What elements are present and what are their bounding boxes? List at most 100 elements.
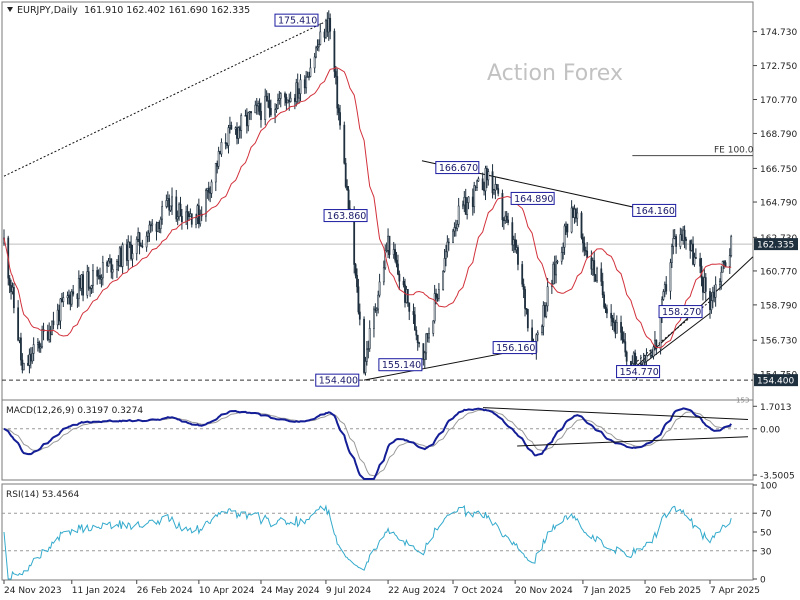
price-label-text: 154.400 bbox=[319, 376, 358, 387]
candle-body bbox=[10, 285, 12, 292]
candle-body bbox=[649, 354, 652, 357]
candle-body bbox=[375, 308, 378, 311]
candle-body bbox=[415, 329, 418, 336]
price-label-box bbox=[378, 358, 423, 372]
candle-body bbox=[197, 205, 200, 225]
candle-body bbox=[69, 294, 72, 305]
candle-body bbox=[185, 211, 188, 222]
candle-body bbox=[673, 236, 676, 239]
candle-body bbox=[387, 235, 389, 251]
candle-body bbox=[121, 244, 124, 267]
candle-body bbox=[466, 202, 469, 215]
candle-body bbox=[543, 305, 546, 317]
candle-body bbox=[265, 95, 268, 102]
candle-body bbox=[247, 112, 250, 127]
candle-body bbox=[189, 213, 192, 218]
candle-body bbox=[289, 97, 292, 102]
x-tick-label: 9 Jul 2024 bbox=[326, 586, 371, 596]
candle-body bbox=[181, 215, 183, 222]
candle-body bbox=[546, 286, 549, 307]
price-label-text: 156.160 bbox=[496, 343, 535, 354]
candle-body bbox=[580, 212, 583, 238]
candle-body bbox=[46, 331, 49, 340]
candle-body bbox=[563, 225, 566, 248]
candle-body bbox=[357, 286, 360, 313]
candle-body bbox=[723, 261, 726, 263]
candle-body bbox=[72, 291, 75, 295]
candle-body bbox=[255, 104, 258, 107]
candle-body bbox=[36, 342, 39, 345]
candle-body bbox=[436, 296, 439, 299]
candle-body bbox=[710, 300, 713, 311]
watermark: Action Forex bbox=[487, 61, 623, 86]
candle-body bbox=[148, 224, 151, 234]
candle-body bbox=[553, 263, 556, 276]
candle-body bbox=[286, 99, 289, 104]
candle-body bbox=[325, 20, 327, 38]
candle-body bbox=[652, 346, 655, 357]
candle-body bbox=[505, 215, 508, 221]
candle-body bbox=[32, 344, 35, 354]
candle-body bbox=[230, 124, 233, 130]
candle-body bbox=[382, 267, 385, 283]
candle-body bbox=[258, 103, 261, 112]
candle-body bbox=[347, 189, 350, 210]
candle-body bbox=[155, 223, 158, 232]
candle-body bbox=[471, 196, 474, 207]
candle-body bbox=[622, 339, 625, 343]
x-tick-label: 10 Apr 2024 bbox=[199, 586, 255, 596]
candle-body bbox=[611, 317, 614, 323]
price-label-text: 166.670 bbox=[439, 163, 478, 174]
candle-body bbox=[68, 294, 70, 297]
candle-body bbox=[86, 271, 89, 296]
candle-body bbox=[542, 305, 545, 327]
price-label-text: 154.770 bbox=[620, 367, 659, 378]
candle-body bbox=[620, 322, 622, 333]
candle-body bbox=[363, 318, 365, 373]
candle-body bbox=[408, 302, 411, 312]
price-label-box bbox=[315, 373, 360, 387]
price-tick-label: 170.770 bbox=[760, 96, 797, 106]
candle-body bbox=[418, 342, 421, 344]
candle-body bbox=[250, 111, 253, 114]
candle-body bbox=[31, 353, 34, 362]
candle-body bbox=[137, 232, 140, 240]
candle-body bbox=[364, 361, 367, 373]
price-label-box bbox=[510, 191, 555, 205]
price-axis: 174.730 172.750 170.770 168.790 166.750 164.7… bbox=[753, 28, 798, 387]
candle-body bbox=[703, 277, 706, 293]
candle-body bbox=[443, 258, 446, 272]
candle-body bbox=[257, 103, 260, 107]
candle-body bbox=[659, 316, 662, 350]
candle-body bbox=[51, 320, 53, 335]
candle-body bbox=[721, 261, 724, 273]
candle-body bbox=[461, 204, 464, 207]
candle-body bbox=[645, 355, 648, 362]
candle-body bbox=[624, 341, 627, 353]
candle-body bbox=[442, 271, 445, 291]
chart-ohlc: 161.910 162.402 161.690 162.335 bbox=[84, 5, 250, 16]
x-tick-label: 7 Apr 2025 bbox=[710, 586, 760, 596]
price-tick-label: 160.770 bbox=[760, 267, 797, 277]
candle-body bbox=[521, 264, 524, 285]
candle-body bbox=[378, 281, 381, 296]
candle-body bbox=[27, 362, 29, 366]
candle-body bbox=[525, 308, 528, 310]
candle-body bbox=[333, 30, 336, 72]
collapse-triangle-icon[interactable] bbox=[7, 7, 13, 12]
candle-body bbox=[118, 247, 121, 266]
candle-body bbox=[720, 271, 723, 283]
candle-body bbox=[82, 274, 84, 296]
candle-body bbox=[111, 269, 114, 273]
candle-body bbox=[346, 186, 349, 191]
candle-body bbox=[522, 283, 525, 290]
candle-body bbox=[724, 262, 727, 267]
candle-body bbox=[583, 242, 586, 251]
candle-body bbox=[319, 31, 322, 45]
candle-body bbox=[504, 215, 507, 221]
candle-body bbox=[327, 17, 330, 33]
candle-body bbox=[713, 291, 716, 298]
candle-body bbox=[237, 127, 240, 139]
candle-body bbox=[245, 115, 248, 127]
